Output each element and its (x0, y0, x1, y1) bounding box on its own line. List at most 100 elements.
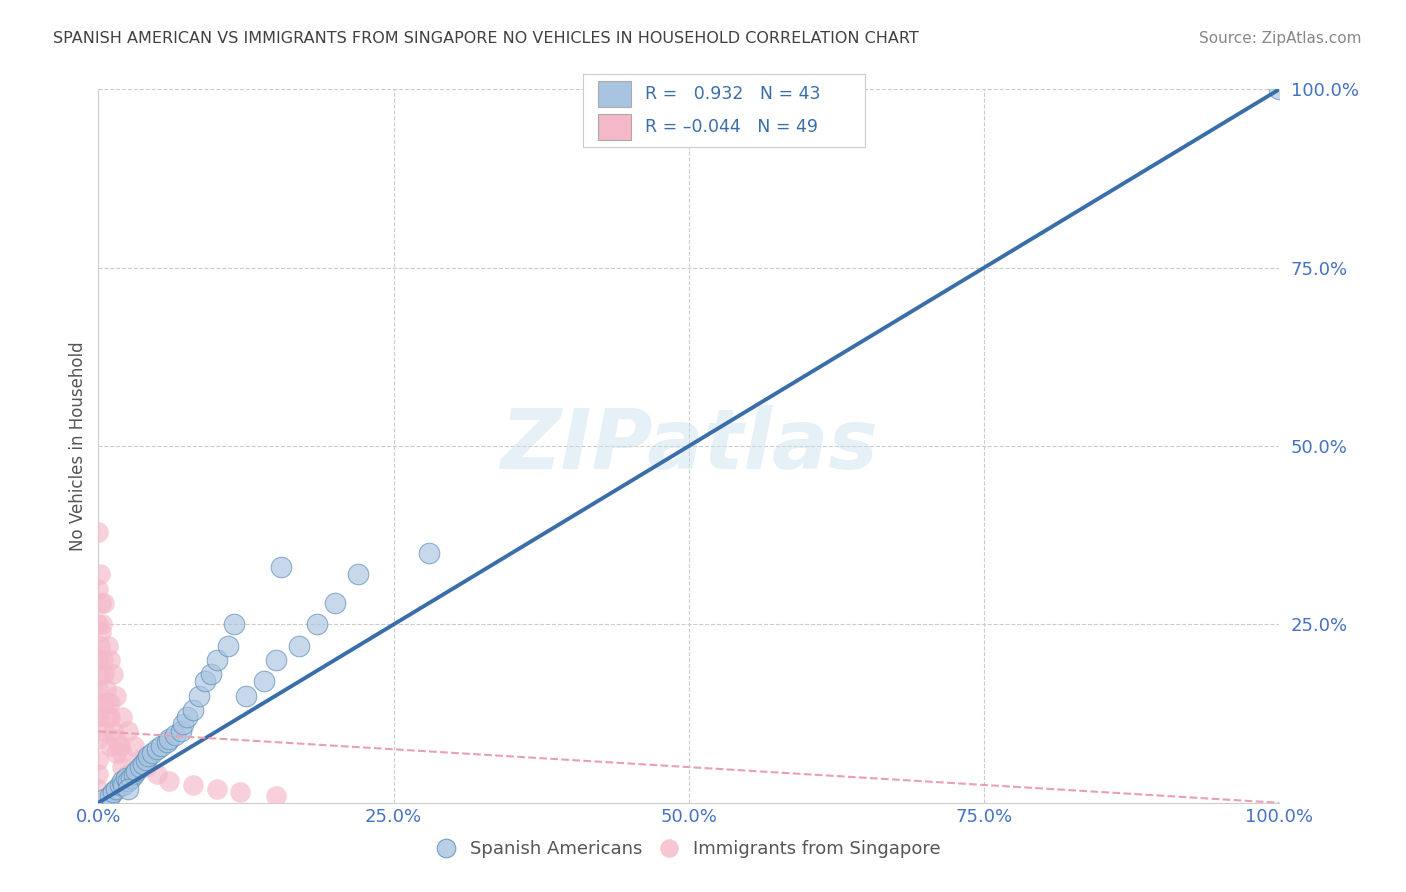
Point (270, 560, 292, 574)
Text: ZIPatlas: ZIPatlas (501, 406, 877, 486)
Point (89, 639, 111, 653)
Point (117, 774, 139, 789)
Point (87, 753, 110, 767)
Point (87, 617, 110, 632)
Point (87, 681, 110, 696)
Point (91, 696, 114, 710)
Point (305, 617, 328, 632)
Point (98, 696, 121, 710)
Point (141, 746, 163, 760)
Point (101, 724, 124, 739)
Text: SPANISH AMERICAN VS IMMIGRANTS FROM SINGAPORE NO VEHICLES IN HOUSEHOLD CORRELATI: SPANISH AMERICAN VS IMMIGRANTS FROM SING… (53, 31, 920, 46)
Point (91, 653, 114, 667)
Point (170, 724, 193, 739)
Point (93, 667, 115, 681)
Point (194, 674, 217, 689)
Point (125, 764, 148, 778)
Point (117, 781, 139, 796)
Point (150, 739, 173, 753)
Text: Source: ZipAtlas.com: Source: ZipAtlas.com (1198, 31, 1361, 46)
Point (105, 781, 128, 796)
Point (93, 596, 115, 610)
Point (229, 785, 252, 799)
Point (90, 624, 112, 639)
Point (105, 746, 128, 760)
Point (288, 639, 311, 653)
Point (264, 789, 287, 803)
Point (187, 689, 209, 703)
Point (98, 653, 121, 667)
Point (101, 667, 124, 681)
Point (90, 667, 112, 681)
Point (132, 756, 155, 771)
Legend: Spanish Americans, Immigrants from Singapore: Spanish Americans, Immigrants from Singa… (430, 832, 948, 865)
Point (111, 760, 134, 774)
Point (111, 710, 134, 724)
Point (157, 731, 180, 746)
Point (93, 792, 115, 806)
Point (112, 778, 135, 792)
Point (98, 739, 121, 753)
Point (235, 689, 257, 703)
Point (87, 767, 110, 781)
Point (224, 617, 246, 632)
Y-axis label: No Vehicles in Household: No Vehicles in Household (69, 341, 87, 551)
Point (108, 739, 131, 753)
Point (111, 746, 134, 760)
Point (181, 778, 204, 792)
Point (146, 742, 169, 756)
Point (87, 524, 110, 539)
Point (205, 781, 228, 796)
Point (253, 674, 276, 689)
FancyBboxPatch shape (598, 113, 631, 140)
Point (128, 753, 150, 767)
Point (94, 681, 117, 696)
Point (135, 760, 157, 774)
Point (97, 710, 120, 724)
Point (93, 724, 115, 739)
Point (108, 778, 131, 792)
Point (98, 710, 121, 724)
Text: R = –0.044   N = 49: R = –0.044 N = 49 (645, 119, 818, 136)
Point (264, 653, 287, 667)
Point (181, 703, 204, 717)
Point (146, 767, 169, 781)
Point (87, 731, 110, 746)
Point (114, 771, 136, 785)
Point (205, 653, 228, 667)
Point (98, 789, 121, 803)
Point (87, 582, 110, 596)
Point (121, 771, 143, 785)
Point (200, 667, 222, 681)
Point (96, 696, 118, 710)
Point (105, 689, 128, 703)
Point (156, 735, 179, 749)
Point (172, 717, 194, 731)
Point (217, 639, 239, 653)
FancyBboxPatch shape (598, 80, 631, 107)
Point (1268, 82, 1291, 96)
Point (91, 617, 114, 632)
Point (122, 739, 145, 753)
Point (136, 749, 159, 764)
Point (165, 728, 187, 742)
Point (87, 781, 110, 796)
Point (347, 567, 370, 582)
Point (176, 710, 198, 724)
Point (97, 639, 120, 653)
Point (418, 546, 440, 560)
Point (128, 760, 150, 774)
Point (105, 731, 128, 746)
Point (323, 596, 346, 610)
Point (90, 596, 112, 610)
Point (87, 710, 110, 724)
Point (135, 753, 157, 767)
Point (117, 767, 139, 781)
Point (157, 774, 180, 789)
Point (122, 767, 145, 781)
Point (117, 724, 139, 739)
Point (101, 785, 124, 799)
Point (87, 653, 110, 667)
Point (89, 567, 111, 582)
Text: R =   0.932   N = 43: R = 0.932 N = 43 (645, 85, 821, 103)
